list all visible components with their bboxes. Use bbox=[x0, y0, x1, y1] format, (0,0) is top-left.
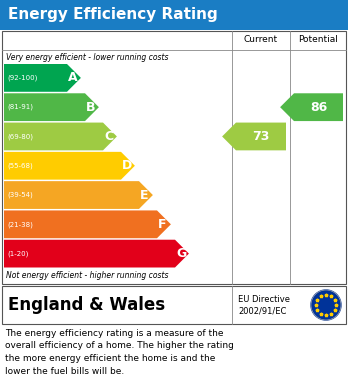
Text: Potential: Potential bbox=[298, 36, 338, 45]
Polygon shape bbox=[4, 93, 99, 121]
Text: A: A bbox=[68, 72, 78, 84]
Polygon shape bbox=[4, 122, 117, 151]
Text: Very energy efficient - lower running costs: Very energy efficient - lower running co… bbox=[6, 54, 168, 63]
Circle shape bbox=[311, 290, 341, 320]
Text: (1-20): (1-20) bbox=[7, 250, 29, 257]
Polygon shape bbox=[222, 122, 286, 151]
Text: B: B bbox=[86, 100, 95, 114]
Text: The energy efficiency rating is a measure of the
overall efficiency of a home. T: The energy efficiency rating is a measur… bbox=[5, 329, 234, 375]
Text: EU Directive
2002/91/EC: EU Directive 2002/91/EC bbox=[238, 294, 290, 316]
Polygon shape bbox=[4, 64, 81, 92]
Text: 86: 86 bbox=[310, 100, 327, 114]
Text: (21-38): (21-38) bbox=[7, 221, 33, 228]
Text: 73: 73 bbox=[252, 130, 270, 143]
Text: (69-80): (69-80) bbox=[7, 133, 33, 140]
Text: (39-54): (39-54) bbox=[7, 192, 33, 198]
Polygon shape bbox=[4, 240, 189, 267]
Polygon shape bbox=[4, 210, 171, 238]
Text: Energy Efficiency Rating: Energy Efficiency Rating bbox=[8, 7, 218, 23]
Bar bbox=[2, 31, 346, 284]
Text: G: G bbox=[176, 247, 186, 260]
Text: (92-100): (92-100) bbox=[7, 75, 37, 81]
Polygon shape bbox=[280, 93, 343, 121]
Text: England & Wales: England & Wales bbox=[8, 296, 165, 314]
Polygon shape bbox=[4, 152, 135, 179]
Bar bbox=[2, 286, 346, 324]
Polygon shape bbox=[4, 181, 153, 209]
Text: Current: Current bbox=[244, 36, 278, 45]
Text: E: E bbox=[140, 188, 149, 201]
Text: F: F bbox=[158, 218, 166, 231]
Bar bbox=[0, 0, 348, 30]
Text: Not energy efficient - higher running costs: Not energy efficient - higher running co… bbox=[6, 271, 168, 280]
Text: (81-91): (81-91) bbox=[7, 104, 33, 110]
Text: (55-68): (55-68) bbox=[7, 163, 33, 169]
Text: D: D bbox=[122, 159, 132, 172]
Text: C: C bbox=[104, 130, 113, 143]
